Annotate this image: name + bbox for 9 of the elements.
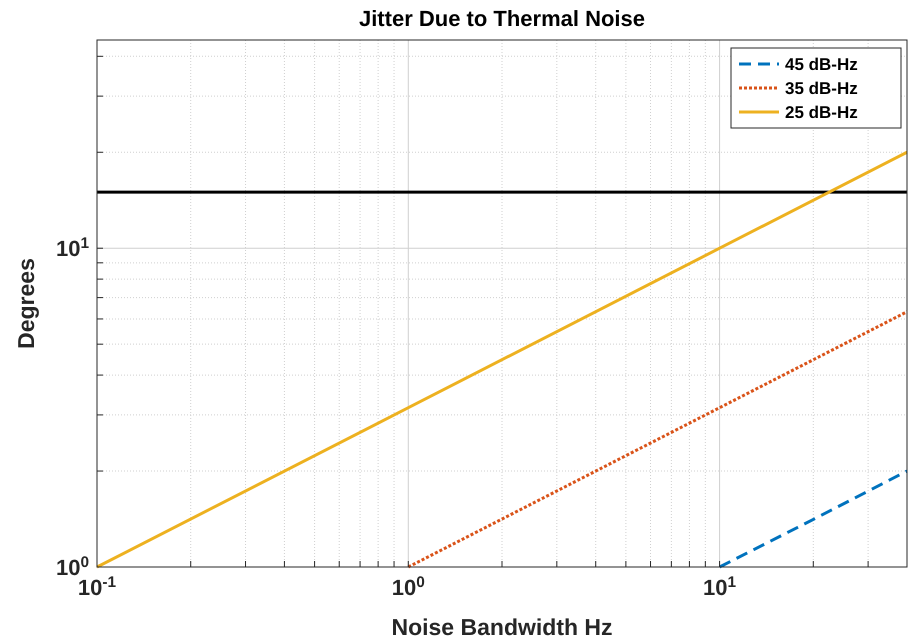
y-axis-title: Degrees: [13, 258, 39, 349]
x-tick-label: 10$^{0}$: [392, 574, 425, 600]
legend-label: 45 dB-Hz: [785, 55, 858, 74]
legend-label: 35 dB-Hz: [785, 79, 858, 98]
x-tick-label: 10$^{1}$: [703, 574, 737, 600]
chart-title: Jitter Due to Thermal Noise: [358, 6, 646, 31]
legend-label: 25 dB-Hz: [785, 103, 858, 122]
x-axis-title: Noise Bandwidth Hz: [391, 614, 613, 640]
x-tick-label: 10$^{-1}$: [78, 574, 117, 600]
